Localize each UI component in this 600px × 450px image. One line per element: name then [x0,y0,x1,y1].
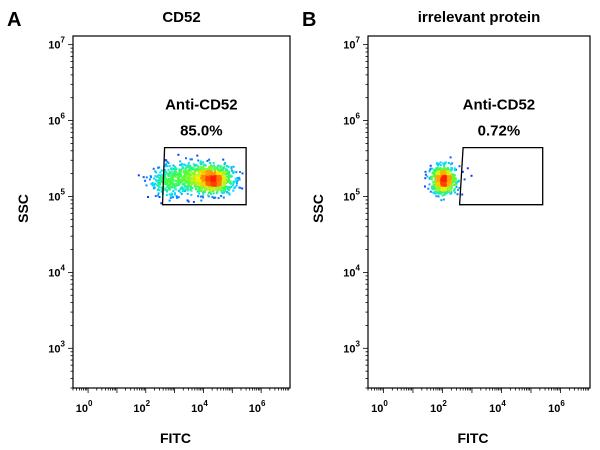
plot-frame [72,35,291,389]
panel-title: CD52 [162,9,200,26]
gate-name: Anti-CD52 [463,97,536,114]
x-tick-label: 104 [191,399,208,415]
x-axis-label: FITC [160,430,191,446]
panel-a: A CD52 100 102 104 106 103 104 105 106 107 FITC SSC A… [7,9,291,446]
panel-letter: A [7,9,21,31]
y-tick-label: 104 [343,263,360,279]
minor-ticks [363,44,590,393]
gate-percent: 0.72% [478,123,521,140]
gate-polygon [458,146,544,206]
y-tick-label: 107 [48,36,65,52]
panel-title: irrelevant protein [418,9,541,26]
x-tick-label: 100 [76,399,93,415]
minor-ticks [68,44,290,393]
x-tick-label: 106 [548,399,565,415]
y-tick-label: 105 [343,187,360,203]
x-tick-label: 106 [249,399,266,415]
x-axis-label: FITC [457,430,488,446]
y-tick-label: 106 [343,112,360,128]
gate-name: Anti-CD52 [165,97,238,114]
y-tick-label: 106 [48,112,65,128]
y-axis-label: SSC [15,194,31,223]
y-tick-label: 103 [343,339,360,355]
gate-polygon [161,146,247,206]
plot-frame [367,35,591,389]
x-tick-label: 104 [489,399,506,415]
x-tick-label: 102 [430,399,447,415]
x-tick-label: 102 [133,399,150,415]
y-tick-label: 104 [48,263,65,279]
y-tick-label: 107 [343,36,360,52]
y-tick-label: 103 [48,339,65,355]
event-dots [137,153,244,205]
y-axis-label: SSC [310,194,326,223]
x-tick-label: 100 [371,399,388,415]
event-dots [424,156,473,202]
y-tick-label: 105 [48,187,65,203]
gate-percent: 85.0% [180,123,223,140]
panel-letter: B [302,9,316,31]
